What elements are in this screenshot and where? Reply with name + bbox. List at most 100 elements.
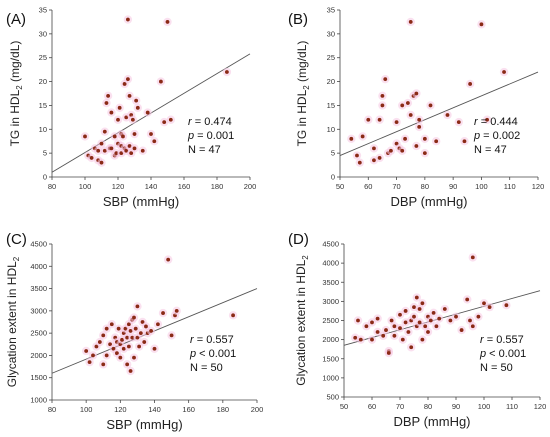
x-tick-label: 160 [182,405,195,414]
data-point [102,129,107,134]
data-point [417,117,422,122]
data-point [487,305,492,310]
data-point [108,342,112,347]
data-point [476,314,481,319]
data-point [417,307,422,311]
y-axis-label-main: Glycation extent in HDL [5,261,19,387]
stat-n: N = 50 [480,362,513,374]
x-tick-label: 60 [368,402,376,411]
chart-panel-3: 80 100 120 140 160 180 200 1000 1500 2000 2500 3000… [5,231,263,432]
stat-p-symbol: p [189,348,196,360]
data-point [87,360,92,365]
x-tick-label: 80 [48,182,56,191]
x-tick-label: 100 [79,182,92,191]
data-point [442,307,447,311]
y-tick-label: 25 [39,53,47,62]
stat-n: N = 47 [188,144,221,156]
data-point [384,328,388,332]
x-axis-label: DBP (mmHg) [393,414,470,429]
x-tick-label: 100 [478,402,491,411]
data-point [112,134,117,139]
data-point [118,355,123,360]
panel-label: (C) [6,231,27,248]
x-tick-label: 70 [396,402,404,411]
stat-r-value: = 0.444 [478,116,518,128]
data-point [364,324,369,329]
data-point [162,120,167,125]
y-axis-label: TG in HDL2 (mg/dL) [8,41,24,147]
panel-label: (D) [288,231,309,248]
x-tick-label: 100 [80,405,93,414]
data-point [94,344,99,349]
data-point [121,346,126,351]
stat-p: p = 0.002 [473,130,520,142]
x-tick-label: 120 [114,405,127,414]
stat-p-symbol: p [479,348,486,360]
data-point [130,335,135,340]
data-point [468,318,472,323]
y-tick-label: 5 [43,149,47,158]
y-tick-label: 1000 [322,373,339,382]
data-point [126,77,130,82]
data-point [125,335,130,340]
x-tick-label: 110 [506,402,518,411]
data-point [116,326,121,331]
data-point [434,324,439,329]
data-point [417,125,422,129]
data-point [465,297,470,302]
y-tick-label: 30 [39,29,47,38]
stat-n: N = 47 [474,144,507,156]
stat-r: r = 0.557 [190,334,234,346]
y-axis-label-unit: (mg/dL) [295,41,309,86]
data-point [132,132,137,136]
panel-label: (B) [288,11,308,28]
data-point [456,120,461,125]
chart-panel-1: 80 100 120 140 160 180 200 0 5 10 15 20 25 30 35 SBP (m… [6,6,256,210]
data-point [99,141,104,146]
stat-p-value: = 0.001 [194,130,234,142]
y-tick-label: 2500 [30,329,47,338]
data-point [403,136,407,141]
data-point [377,156,382,160]
data-point [125,362,130,367]
y-tick-label: 15 [39,101,47,110]
data-point [360,134,365,139]
data-point [400,148,405,153]
data-point [470,324,475,329]
data-point [101,333,106,338]
stat-r-symbol: r [188,116,193,128]
data-point [156,322,160,327]
data-point [152,346,157,351]
data-point [380,103,385,108]
data-point [132,146,137,151]
data-point [126,344,131,349]
data-point [426,330,430,334]
x-tick-label: 120 [112,182,125,191]
y-tick-label: 10 [39,125,47,134]
data-point [357,160,362,165]
y-tick-label: 4000 [322,259,339,268]
data-point [149,132,153,136]
data-point [145,110,150,115]
data-point [448,318,453,323]
y-tick-label: 20 [39,77,47,86]
data-point [468,82,473,86]
data-point [482,301,486,306]
y-axis-label-subscript: 2 [302,85,311,90]
data-point [166,257,171,262]
data-point [370,320,374,325]
y-tick-label: 0 [43,173,47,182]
data-point [392,324,397,329]
data-point [349,136,354,141]
data-point [431,310,436,315]
stat-r-symbol: r [480,334,485,346]
x-tick-label: 180 [217,405,230,414]
data-point [406,330,411,334]
data-point [420,337,425,342]
data-point [423,324,428,329]
stat-r-symbol: r [474,116,479,128]
data-point [130,117,135,122]
data-point [149,329,153,333]
stat-r: r = 0.444 [474,116,518,128]
x-tick-label: 70 [392,182,400,191]
